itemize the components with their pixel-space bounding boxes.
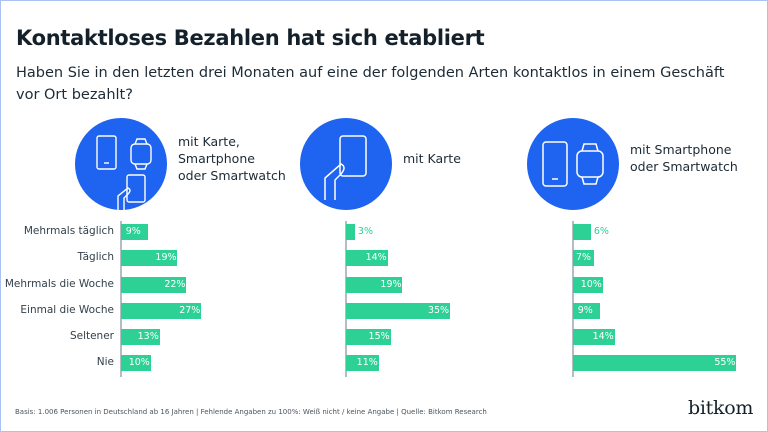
bar xyxy=(573,224,591,240)
data-label: 14% xyxy=(365,252,387,263)
axis-line xyxy=(120,221,122,377)
footer-source: Basis: 1.006 Personen in Deutschland ab … xyxy=(15,408,487,416)
data-label: 10% xyxy=(580,279,602,290)
category-label: Mehrmals die Woche xyxy=(4,278,114,290)
bar xyxy=(121,329,160,345)
phone-watch-icon xyxy=(527,118,619,210)
data-label: 7% xyxy=(576,252,592,263)
card-phone-watch-icon xyxy=(75,118,167,210)
data-label: 9% xyxy=(125,226,141,237)
bar xyxy=(346,303,450,319)
data-label: 19% xyxy=(380,279,402,290)
data-label: 55% xyxy=(714,357,736,368)
bar xyxy=(346,355,379,371)
bar xyxy=(121,277,187,293)
bar xyxy=(121,250,178,266)
data-label: 22% xyxy=(164,279,186,290)
bar xyxy=(573,355,737,371)
series-label: mit Smartphone oder Smartwatch xyxy=(630,142,738,174)
bitkom-logo: bitkom xyxy=(688,397,754,419)
data-label: 3% xyxy=(357,226,373,237)
data-label: 27% xyxy=(179,305,201,316)
data-label: 10% xyxy=(128,357,150,368)
data-label: 11% xyxy=(356,357,378,368)
bar xyxy=(346,250,388,266)
data-label: 19% xyxy=(155,252,177,263)
chart-title: Kontaktloses Bezahlen hat sich etabliert xyxy=(16,26,485,50)
bar xyxy=(573,250,594,266)
bar xyxy=(121,224,148,240)
bar xyxy=(573,303,600,319)
category-label: Nie xyxy=(96,356,114,368)
data-label: 35% xyxy=(427,305,450,316)
bar xyxy=(121,303,202,319)
card-hand-icon xyxy=(300,118,392,210)
series-label: mit Karte, Smartphone oder Smartwatch xyxy=(178,133,286,183)
axis-line xyxy=(572,221,574,377)
bar xyxy=(573,329,615,345)
category-label: Mehrmals täglich xyxy=(23,225,114,237)
series-label: mit Karte xyxy=(403,150,461,166)
bar xyxy=(346,329,391,345)
chart-subtitle: Haben Sie in den letzten drei Monaten au… xyxy=(16,65,725,103)
category-label: Einmal die Woche xyxy=(20,304,114,316)
bar xyxy=(573,277,603,293)
data-label: 6% xyxy=(593,226,609,237)
bar xyxy=(346,277,403,293)
data-label: 14% xyxy=(592,331,614,342)
category-label: Seltener xyxy=(69,330,114,342)
bar xyxy=(346,224,355,240)
axis-line xyxy=(345,221,347,377)
data-label: 15% xyxy=(368,331,390,342)
data-label: 13% xyxy=(137,331,159,342)
category-label: Täglich xyxy=(77,251,114,263)
data-label: 9% xyxy=(577,305,593,316)
bar xyxy=(121,355,151,371)
